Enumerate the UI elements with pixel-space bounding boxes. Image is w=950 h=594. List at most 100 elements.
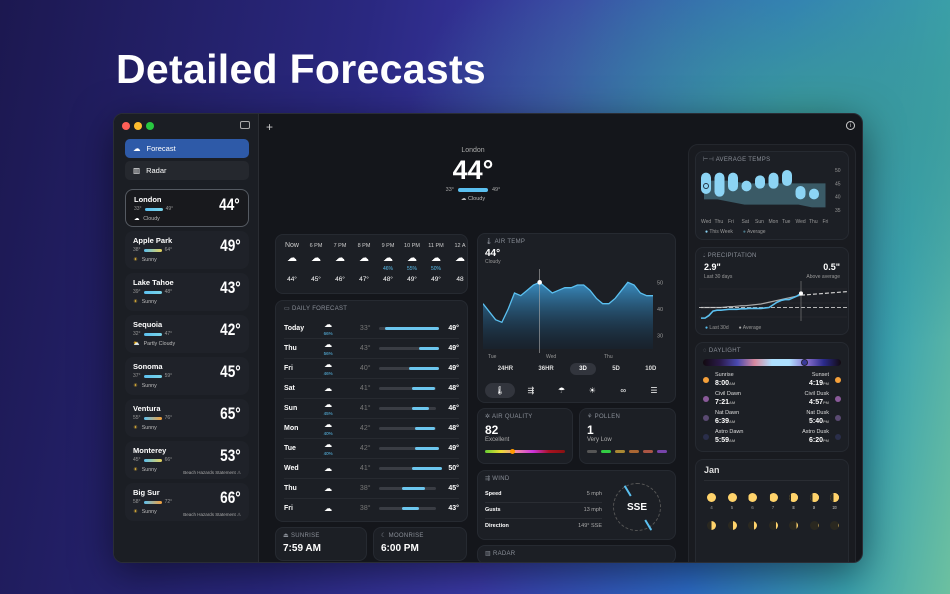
y-tick: 40	[835, 195, 841, 201]
x-tick: Tue	[488, 354, 497, 360]
phase-dot	[835, 376, 841, 383]
location-card[interactable]: Monterey 45° 66° ☀ Sunny 53° Beach Hazards Sta…	[125, 441, 249, 479]
am-pm: PM	[823, 399, 829, 405]
daily-row[interactable]: Fri ☁ 46% 40° 49°	[284, 358, 459, 378]
phase-time: 6:20	[808, 436, 823, 444]
air-temp-chart[interactable]: 50 40 30 Tue Wed Thu	[483, 269, 673, 361]
umbrella-icon[interactable]: ☂	[558, 386, 566, 395]
location-card[interactable]: London 33° 49° ☁ Cloudy 44°	[125, 189, 249, 227]
moon-day: 6	[751, 505, 754, 510]
add-location-button[interactable]: +	[266, 120, 274, 134]
wind-icon[interactable]: ⇶	[527, 386, 535, 395]
daily-row[interactable]: Fri ☁ 38° 43°	[284, 498, 459, 518]
sun-icon[interactable]: ☀	[588, 386, 596, 395]
high-temp: 43°	[448, 505, 459, 512]
am-pm: AM	[729, 437, 736, 443]
pollen-icon: ⚘	[587, 414, 595, 420]
range-tab[interactable]: 10D	[645, 366, 657, 372]
temp-range-track	[378, 367, 439, 370]
x-tick: Wed	[546, 354, 556, 360]
location-card[interactable]: Sequoia 32° 47° ⛅ Partly Cloudy 42°	[125, 315, 249, 353]
cursor-dot[interactable]	[537, 280, 542, 285]
range-tab[interactable]: 3D	[570, 363, 596, 375]
location-low: 38°	[133, 247, 141, 253]
sidebar-item-radar[interactable]: ▥ Radar	[125, 161, 249, 180]
hour-label: 8 PM	[357, 243, 371, 249]
close-button[interactable]	[122, 122, 130, 130]
wind-label: Speed	[485, 491, 502, 497]
hourly-forecast-card[interactable]: Now ☁ 44° 6 PM ☁ 45° 7 PM ☁ 46° 8 PM ☁ 47° 9 PM ☁ 46% 4…	[275, 234, 468, 294]
precip-chance: 66%	[323, 330, 333, 336]
range-tab[interactable]: 5D	[612, 366, 620, 372]
cloud-icon: ☁	[324, 383, 333, 393]
wind-card[interactable]: ⇶ Wind Speed 5 mph Gusts 13 mph Direction 149…	[477, 470, 676, 540]
current-conditions: London 44° 33° 49° ☁ Cloudy	[423, 147, 523, 202]
pollen-level-segment	[601, 450, 611, 453]
moon-phase-icon	[789, 521, 798, 530]
daily-forecast-card: ▭ Daily Forecast Today ☁ 66% 33° 49° Thu ☁ 56% 4…	[275, 300, 468, 522]
daily-row[interactable]: Thu ☁ 38° 45°	[284, 478, 459, 498]
moon-day: 5	[730, 505, 734, 510]
location-card[interactable]: Ventura 55° 76° ☀ Sunny 65°	[125, 399, 249, 437]
day-label: Sat	[284, 385, 295, 392]
precip-chance: 46%	[382, 266, 393, 272]
y-tick: 50	[657, 280, 663, 286]
average-projection	[800, 291, 848, 296]
location-card[interactable]: Apple Park 38° 64° ☀ Sunny 49°	[125, 231, 249, 269]
location-card[interactable]: Lake Tahoe 39° 48° ☀ Sunny 43°	[125, 273, 249, 311]
cloud-icon: ☁	[324, 503, 333, 513]
info-icon[interactable]: i	[846, 121, 855, 130]
pollen-card[interactable]: ⚘ Pollen 1 Very Low	[579, 408, 676, 464]
rain-icon: ☁	[431, 253, 441, 264]
binoculars-icon[interactable]: ∞	[620, 386, 627, 395]
sidebar-item-forecast[interactable]: ☁ Forecast	[125, 139, 249, 158]
daily-row[interactable]: Sat ☁ 41° 48°	[284, 378, 459, 398]
zoom-button[interactable]	[146, 122, 154, 130]
day-label: Tue	[284, 445, 296, 452]
daily-row[interactable]: Thu ☁ 56% 43° 49°	[284, 338, 459, 358]
alert-badge[interactable]: Beach Hazards Statement ⚠	[183, 512, 241, 517]
minimize-button[interactable]	[134, 122, 142, 130]
cloud-icon: ☁	[311, 253, 321, 264]
daily-row[interactable]: Today ☁ 66% 33° 49°	[284, 318, 459, 338]
temp-range-fill	[401, 507, 419, 510]
hour-temp: 49°	[431, 276, 441, 283]
wind-row: Speed 5 mph	[485, 487, 602, 502]
sidebar-toggle-icon[interactable]	[240, 121, 250, 129]
range-tab[interactable]: 24HR	[497, 366, 514, 372]
location-temp: 53°	[220, 446, 241, 465]
moon-phase-icon	[727, 493, 737, 502]
cloud-icon: ☁	[324, 463, 333, 473]
pollen-level-segment	[657, 450, 667, 453]
list-icon[interactable]: ☰	[650, 386, 658, 395]
daily-row[interactable]: Wed ☁ 41° 50°	[284, 458, 459, 478]
location-temp: 49°	[220, 236, 241, 255]
air-quality-card[interactable]: ✲ Air Quality 82 Excellent	[477, 408, 573, 464]
app-window: ☁ Forecast ▥ Radar London 33° 49° ☁ Cloudy 44° A…	[113, 113, 863, 563]
location-high: 48°	[164, 289, 173, 295]
phase-time: 4:19	[808, 379, 823, 387]
alert-badge[interactable]: Beach Hazards Statement ⚠	[183, 470, 241, 475]
sun-icon: ☀	[133, 509, 138, 515]
sun-icon: ☀	[133, 383, 138, 389]
daily-row[interactable]: Mon ☁ 40% 42° 48°	[284, 418, 459, 438]
moonrise-card[interactable]: ☾ Moonrise 6:00 PM	[373, 527, 467, 561]
daily-row[interactable]: Sun ☁ 45% 41° 46°	[284, 398, 459, 418]
range-tab[interactable]: 36HR	[538, 366, 554, 372]
radar-card[interactable]: ▥ Radar	[477, 545, 676, 562]
temp-range-track	[378, 467, 443, 470]
phase-label: Astro Dawn	[715, 428, 744, 435]
thermometer-icon[interactable]: 🌡︎	[485, 383, 515, 398]
temp-range-fill	[385, 326, 439, 330]
current-city: London	[461, 147, 485, 154]
location-low: 39°	[133, 289, 141, 295]
sunrise-card[interactable]: ⏏ Sunrise 7:59 AM	[275, 527, 367, 561]
daily-row[interactable]: Tue ☁ 40% 42° 49°	[284, 438, 459, 458]
sunrise-time: 7:59 AM	[283, 543, 321, 554]
moon-phase-icon	[748, 493, 757, 502]
location-high: 59°	[164, 373, 173, 379]
location-card[interactable]: Big Sur 58° 72° ☀ Sunny 66° Beach Hazards Stat…	[125, 483, 249, 521]
moon-day: 3	[833, 505, 836, 510]
temp-range-bar	[782, 170, 792, 186]
location-card[interactable]: Sonoma 37° 59° ☀ Sunny 45°	[125, 357, 249, 395]
